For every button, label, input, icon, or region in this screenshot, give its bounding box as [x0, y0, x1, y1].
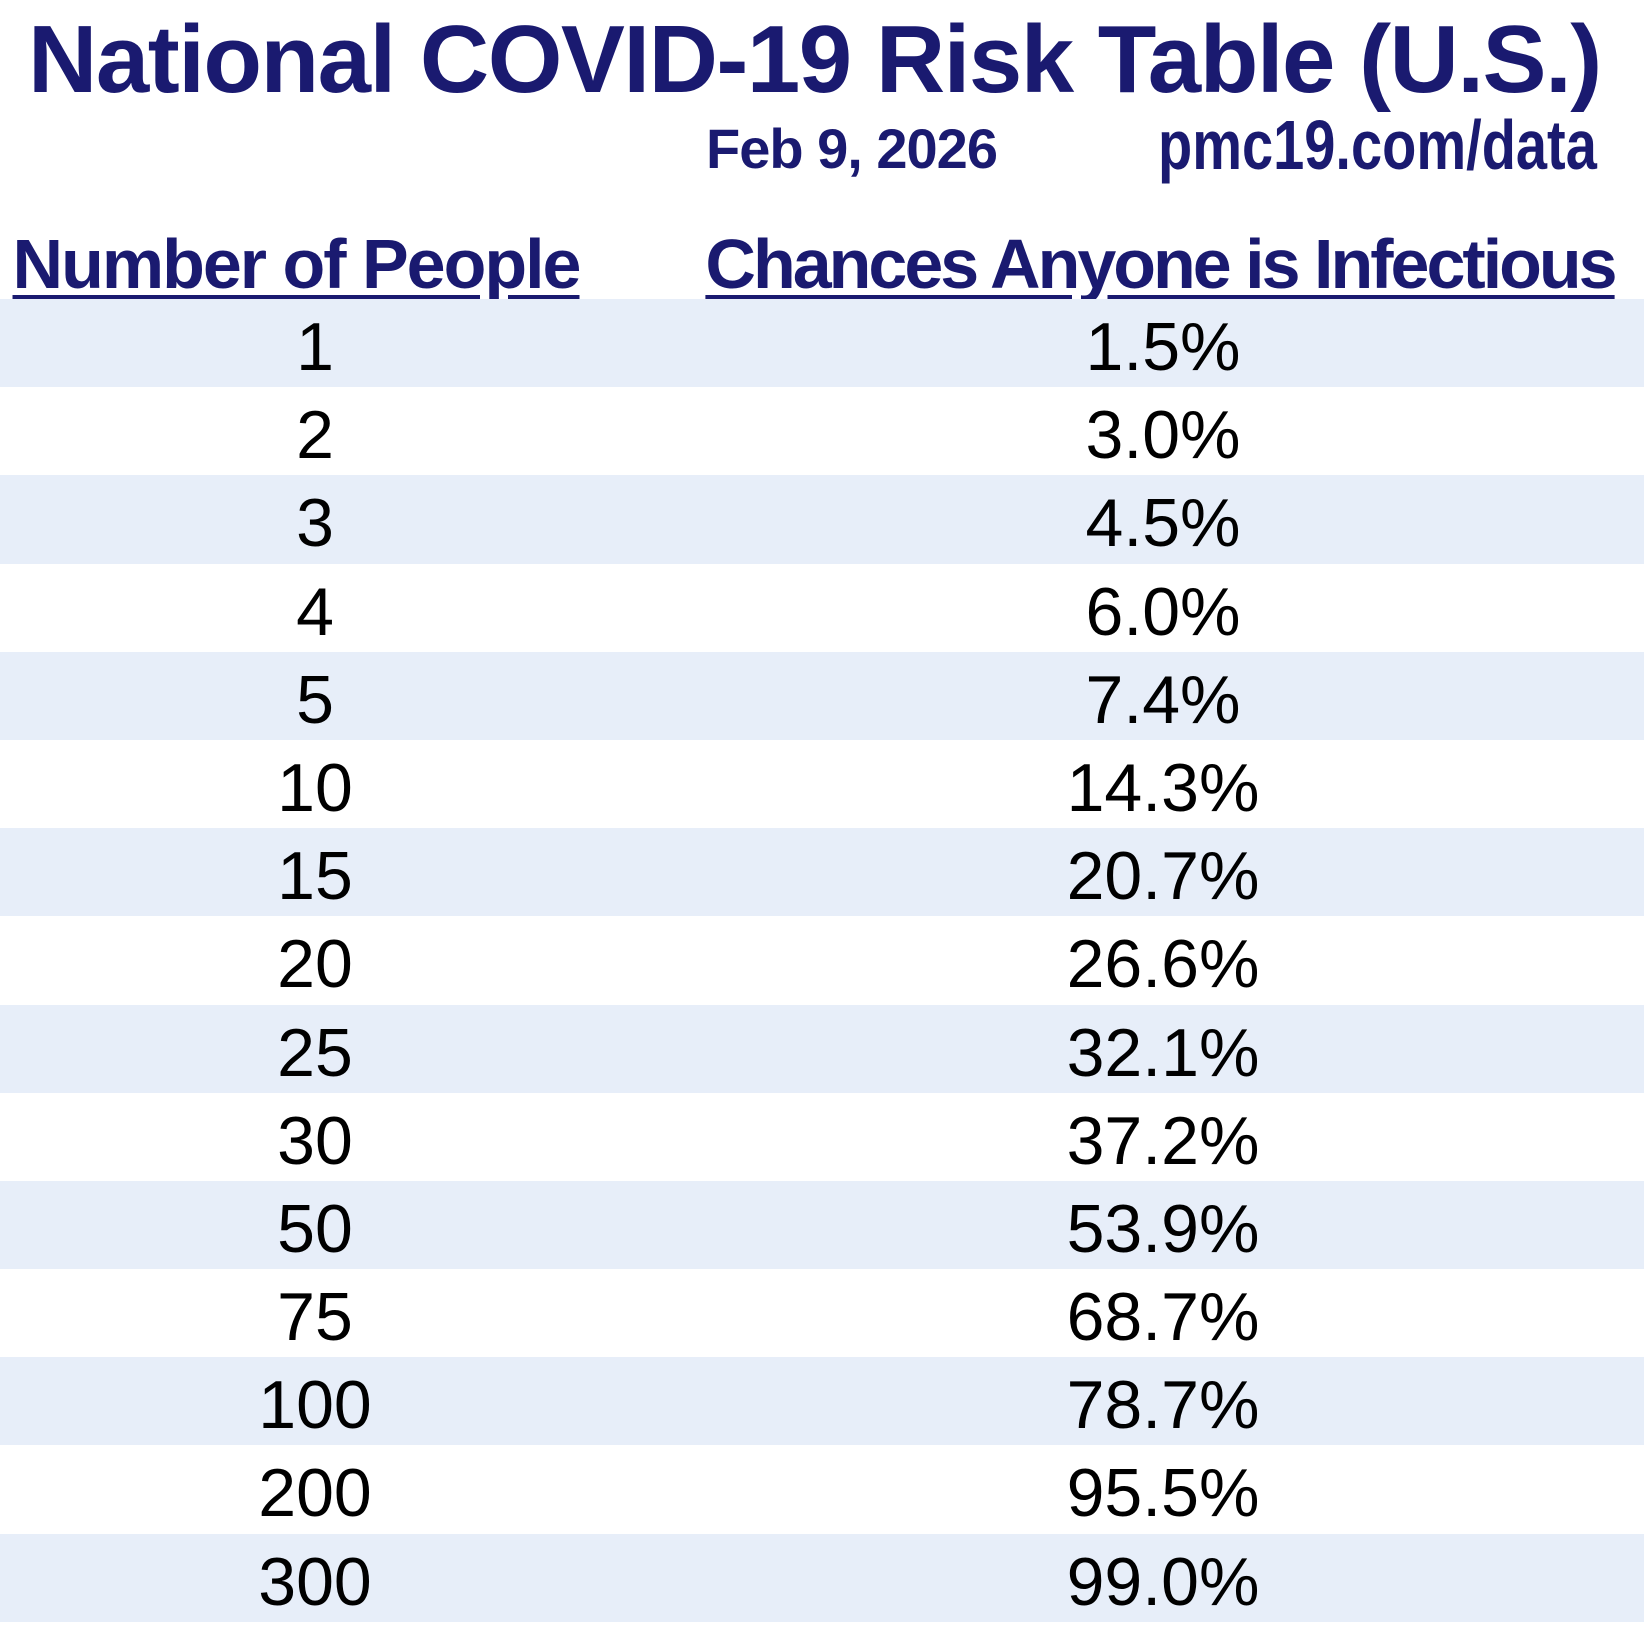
date-label: Feb 9, 2026: [706, 117, 998, 180]
source-url: pmc19.com/data: [1158, 106, 1597, 184]
chance-cell: 78.7%: [1066, 1367, 1260, 1444]
people-cell: 4: [296, 573, 334, 650]
people-cell: 15: [277, 838, 353, 915]
chance-cell: 3.0%: [1085, 397, 1241, 474]
column-header-people: Number of People: [12, 225, 582, 303]
table-row: 30 37.2%: [0, 1092, 1644, 1181]
table-row: 5 7.4%: [0, 651, 1644, 740]
table-row: 10 14.3%: [0, 739, 1644, 829]
table-row: 3 4.5%: [0, 475, 1644, 564]
people-cell: 100: [258, 1367, 372, 1444]
chance-cell: 6.0%: [1085, 573, 1241, 650]
table-row: 75 68.7%: [0, 1269, 1644, 1358]
chance-cell: 99.0%: [1066, 1543, 1260, 1620]
table-row: 25 32.1%: [0, 1004, 1644, 1093]
chance-cell: 4.5%: [1085, 485, 1241, 562]
chance-cell: 68.7%: [1066, 1279, 1260, 1356]
people-cell: 300: [258, 1543, 372, 1620]
chance-cell: 14.3%: [1066, 749, 1260, 826]
people-cell: 1: [296, 309, 334, 385]
column-header-chances: Chances Anyone is Infectious: [705, 225, 1617, 303]
people-cell: 3: [296, 485, 334, 562]
table-row: 4 6.0%: [0, 563, 1644, 652]
table-row: 20 26.6%: [0, 916, 1644, 1005]
people-cell: 30: [277, 1102, 353, 1179]
people-cell: 20: [277, 926, 353, 1003]
chance-cell: 7.4%: [1085, 661, 1241, 738]
people-cell: 5: [296, 661, 334, 738]
chance-cell: 32.1%: [1066, 1014, 1260, 1091]
chance-cell: 26.6%: [1066, 926, 1260, 1003]
chance-cell: 37.2%: [1066, 1102, 1260, 1179]
page-title: National COVID-19 Risk Table (U.S.): [28, 6, 1602, 113]
table-row: 50 53.9%: [0, 1180, 1644, 1270]
people-cell: 10: [277, 749, 353, 826]
chance-cell: 20.7%: [1066, 838, 1260, 915]
people-cell: 200: [258, 1455, 372, 1532]
table-row: 15 20.7%: [0, 828, 1644, 917]
chance-cell: 1.5%: [1085, 309, 1241, 385]
people-cell: 25: [277, 1014, 353, 1091]
people-cell: 50: [277, 1190, 353, 1267]
risk-table-body: 1 1.5% 2 3.0% 3 4.5% 4 6.0% 5 7.4% 10 14…: [0, 299, 1644, 1622]
table-row: 300 99.0%: [0, 1533, 1644, 1622]
table-row: 200 95.5%: [0, 1445, 1644, 1534]
table-row: 1 1.5%: [0, 299, 1644, 388]
people-cell: 2: [296, 397, 334, 474]
chance-cell: 53.9%: [1066, 1190, 1260, 1267]
table-row: 2 3.0%: [0, 387, 1644, 476]
chance-cell: 95.5%: [1066, 1455, 1260, 1532]
table-row: 100 78.7%: [0, 1357, 1644, 1446]
people-cell: 75: [277, 1279, 353, 1356]
